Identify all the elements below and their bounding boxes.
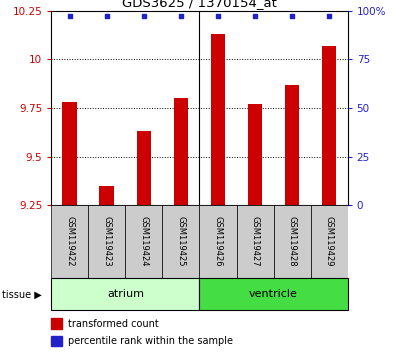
Bar — [211, 34, 226, 205]
Bar — [248, 104, 262, 205]
Bar — [199, 205, 237, 278]
Text: GSM119424: GSM119424 — [139, 216, 149, 267]
Bar — [51, 319, 62, 329]
Point — [252, 13, 258, 19]
Point — [104, 13, 110, 19]
Point — [326, 13, 332, 19]
Bar — [51, 336, 62, 346]
Bar — [285, 85, 299, 205]
Point — [178, 13, 184, 19]
Bar — [137, 131, 151, 205]
Point — [215, 13, 221, 19]
Title: GDS3625 / 1370154_at: GDS3625 / 1370154_at — [122, 0, 277, 10]
Bar — [162, 205, 199, 278]
Text: GSM119426: GSM119426 — [213, 216, 222, 267]
Text: GSM119428: GSM119428 — [288, 216, 297, 267]
Bar — [199, 278, 348, 310]
Text: percentile rank within the sample: percentile rank within the sample — [68, 336, 233, 346]
Bar — [51, 278, 199, 310]
Text: GSM119423: GSM119423 — [102, 216, 111, 267]
Text: GSM119425: GSM119425 — [177, 216, 186, 267]
Bar — [274, 205, 310, 278]
Bar — [100, 186, 114, 205]
Bar — [126, 205, 162, 278]
Text: transformed count: transformed count — [68, 319, 158, 329]
Text: GSM119427: GSM119427 — [250, 216, 260, 267]
Point — [67, 13, 73, 19]
Text: ventricle: ventricle — [249, 289, 298, 299]
Point — [141, 13, 147, 19]
Bar — [62, 102, 77, 205]
Text: atrium: atrium — [107, 289, 144, 299]
Bar — [322, 46, 337, 205]
Point — [289, 13, 295, 19]
Text: GSM119422: GSM119422 — [65, 216, 74, 267]
Bar — [237, 205, 274, 278]
Bar — [88, 205, 126, 278]
Text: GSM119429: GSM119429 — [325, 216, 334, 267]
Bar — [310, 205, 348, 278]
Bar — [173, 98, 188, 205]
Text: tissue ▶: tissue ▶ — [2, 290, 42, 299]
Bar — [51, 205, 88, 278]
